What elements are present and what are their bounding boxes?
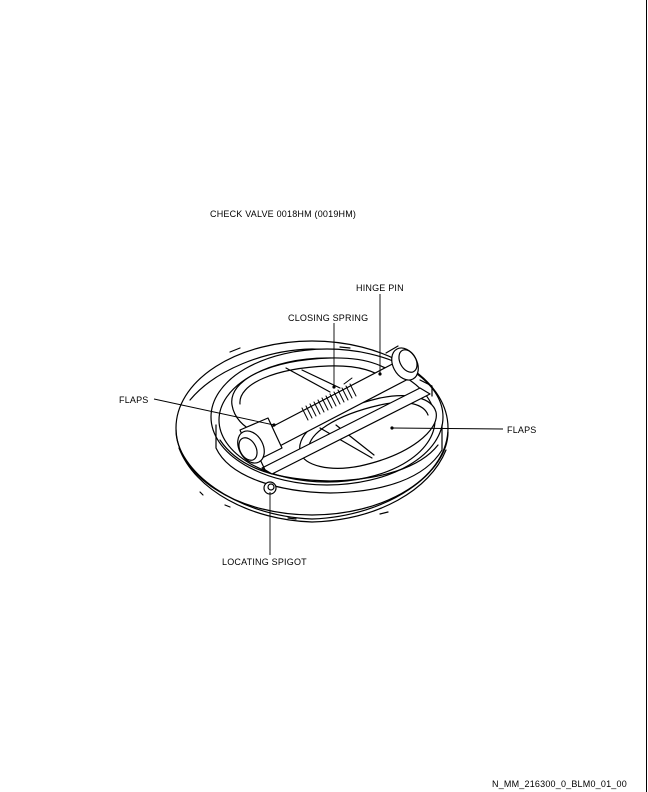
figure-reference-code: N_MM_216300_0_BLM0_01_00 [492, 779, 627, 789]
label-flaps-right: FLAPS [507, 425, 537, 435]
label-locating-spigot: LOCATING SPIGOT [222, 557, 307, 567]
page-border-right [646, 0, 647, 792]
label-closing-spring: CLOSING SPRING [288, 313, 369, 323]
label-hinge-pin: HINGE PIN [356, 283, 404, 293]
leader-flaps-right [391, 427, 504, 430]
hinge-pin [237, 345, 419, 464]
label-flaps-left: FLAPS [119, 395, 149, 405]
hinge-support [257, 379, 433, 475]
leader-flaps-left [153, 398, 275, 426]
locating-spigot [263, 481, 277, 495]
diagram-title: CHECK VALVE 0018HM (0019HM) [210, 209, 357, 219]
closing-spring [301, 377, 357, 421]
